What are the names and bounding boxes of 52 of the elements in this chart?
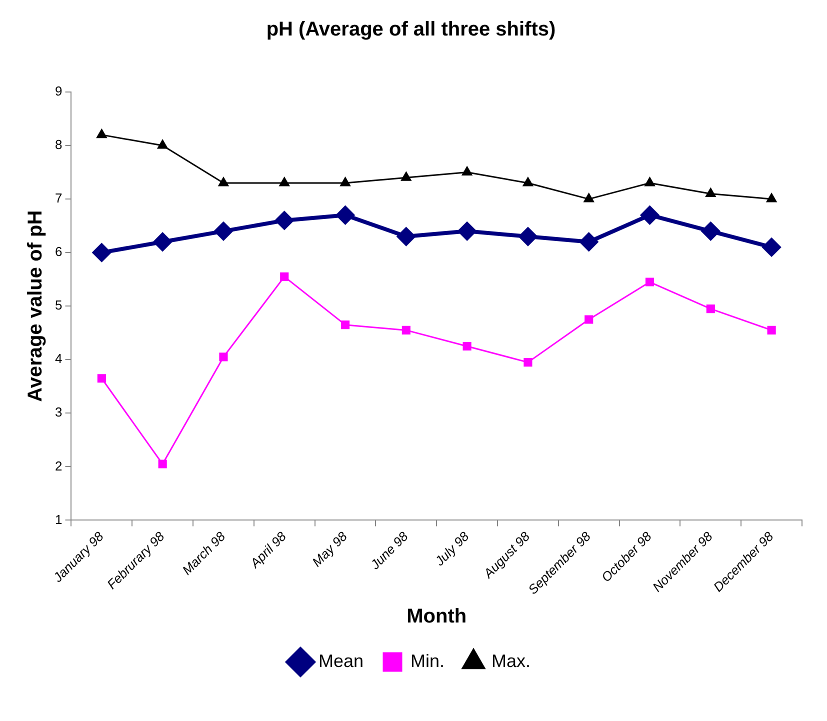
y-tick-label: 8 — [54, 137, 62, 152]
point — [275, 211, 294, 230]
point — [279, 177, 290, 186]
point — [644, 177, 655, 186]
y-tick-label: 9 — [54, 84, 62, 99]
point — [336, 206, 354, 224]
point — [706, 188, 716, 197]
point — [154, 232, 172, 251]
point — [157, 140, 168, 149]
point — [522, 177, 534, 186]
point — [96, 129, 107, 138]
point — [402, 326, 410, 334]
y-tick-label: 3 — [54, 404, 62, 420]
legend-label: Mean — [318, 650, 364, 671]
point — [640, 206, 659, 224]
point — [762, 238, 781, 256]
point — [340, 177, 350, 186]
point — [218, 177, 229, 186]
point — [645, 278, 654, 286]
y-tick-label: 5 — [54, 298, 62, 313]
point — [458, 222, 476, 240]
legend-label: Min. — [410, 650, 445, 671]
point — [766, 193, 777, 202]
point — [462, 166, 472, 176]
point — [584, 315, 594, 324]
point — [462, 342, 472, 351]
y-axis-title: Average value of pH — [24, 210, 47, 402]
y-tick-label: 2 — [54, 458, 62, 474]
y-tick-label: 4 — [54, 351, 62, 366]
point — [214, 222, 232, 240]
point — [92, 244, 111, 262]
point — [584, 193, 594, 202]
point — [524, 358, 532, 367]
point — [518, 228, 537, 246]
y-tick-label: 6 — [54, 244, 62, 260]
y-tick-label: 7 — [54, 190, 62, 206]
point — [397, 228, 416, 246]
x-axis-title: Month — [406, 606, 467, 628]
point — [580, 232, 598, 251]
point — [97, 374, 106, 383]
y-tick-label: 1 — [54, 512, 62, 527]
point — [767, 326, 776, 334]
point — [340, 320, 350, 330]
point — [158, 460, 167, 468]
point — [219, 352, 228, 362]
point — [702, 222, 720, 240]
chart-title: pH (Average of all three shifts) — [266, 18, 556, 41]
point — [706, 304, 715, 314]
legend-label: Max. — [492, 650, 531, 671]
x-tick-label: July 98 — [431, 528, 472, 570]
point — [280, 272, 289, 281]
point — [401, 172, 412, 181]
